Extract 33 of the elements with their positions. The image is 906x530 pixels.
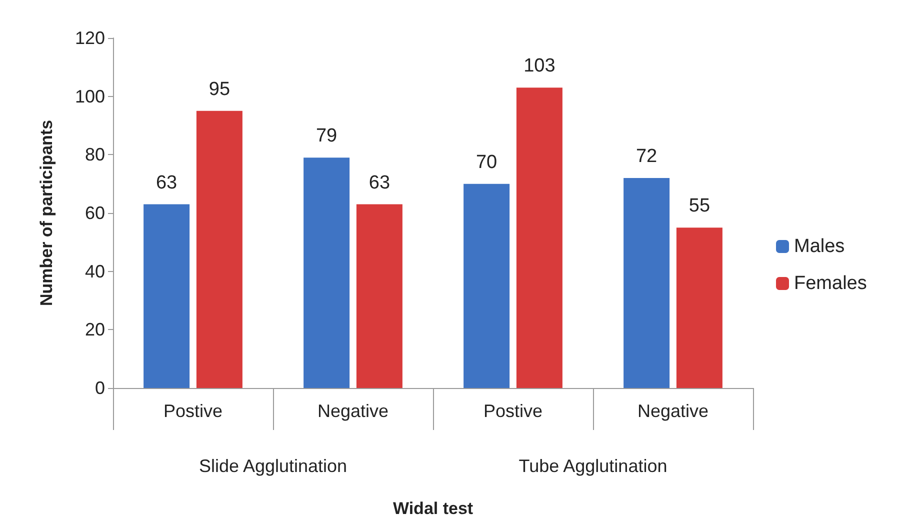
y-tick-label: 0 <box>94 378 105 398</box>
data-label: 79 <box>316 126 338 147</box>
x-tick-label: Negative <box>317 401 389 421</box>
text: Slide Agglutination <box>198 456 348 476</box>
bar <box>304 158 350 388</box>
y-tick-label: 80 <box>84 144 105 165</box>
bar <box>144 204 190 388</box>
bar <box>624 178 670 388</box>
y-tick-label: 20 <box>84 320 105 340</box>
bar <box>464 184 510 388</box>
x-tick-label: Negative <box>637 401 709 421</box>
data-label: 63 <box>156 172 178 194</box>
y-tick-label: 100 <box>74 86 105 106</box>
y-tick-label: 120 <box>74 28 105 48</box>
x-axis-title: Widal test <box>392 499 474 518</box>
y-tick-label: 60 <box>84 203 105 223</box>
y-tick-label: 40 <box>84 261 105 282</box>
x-tick-label: Postive <box>163 401 223 421</box>
legend-label: Males <box>794 236 845 257</box>
bar <box>196 110 242 388</box>
legend-label: Females <box>794 273 867 294</box>
y-axis-title: Number of participants <box>37 120 56 306</box>
data-label: 72 <box>636 146 658 167</box>
bar <box>516 88 562 388</box>
bar <box>356 204 402 388</box>
data-label: 95 <box>208 78 230 100</box>
data-label: 63 <box>368 172 390 194</box>
bar <box>676 228 722 388</box>
data-label: 103 <box>524 56 556 77</box>
data-label: 70 <box>476 152 498 173</box>
text: Tube Agglutination <box>518 456 668 476</box>
x-tick-label: Postive <box>483 401 543 421</box>
data-label: 55 <box>688 196 710 217</box>
